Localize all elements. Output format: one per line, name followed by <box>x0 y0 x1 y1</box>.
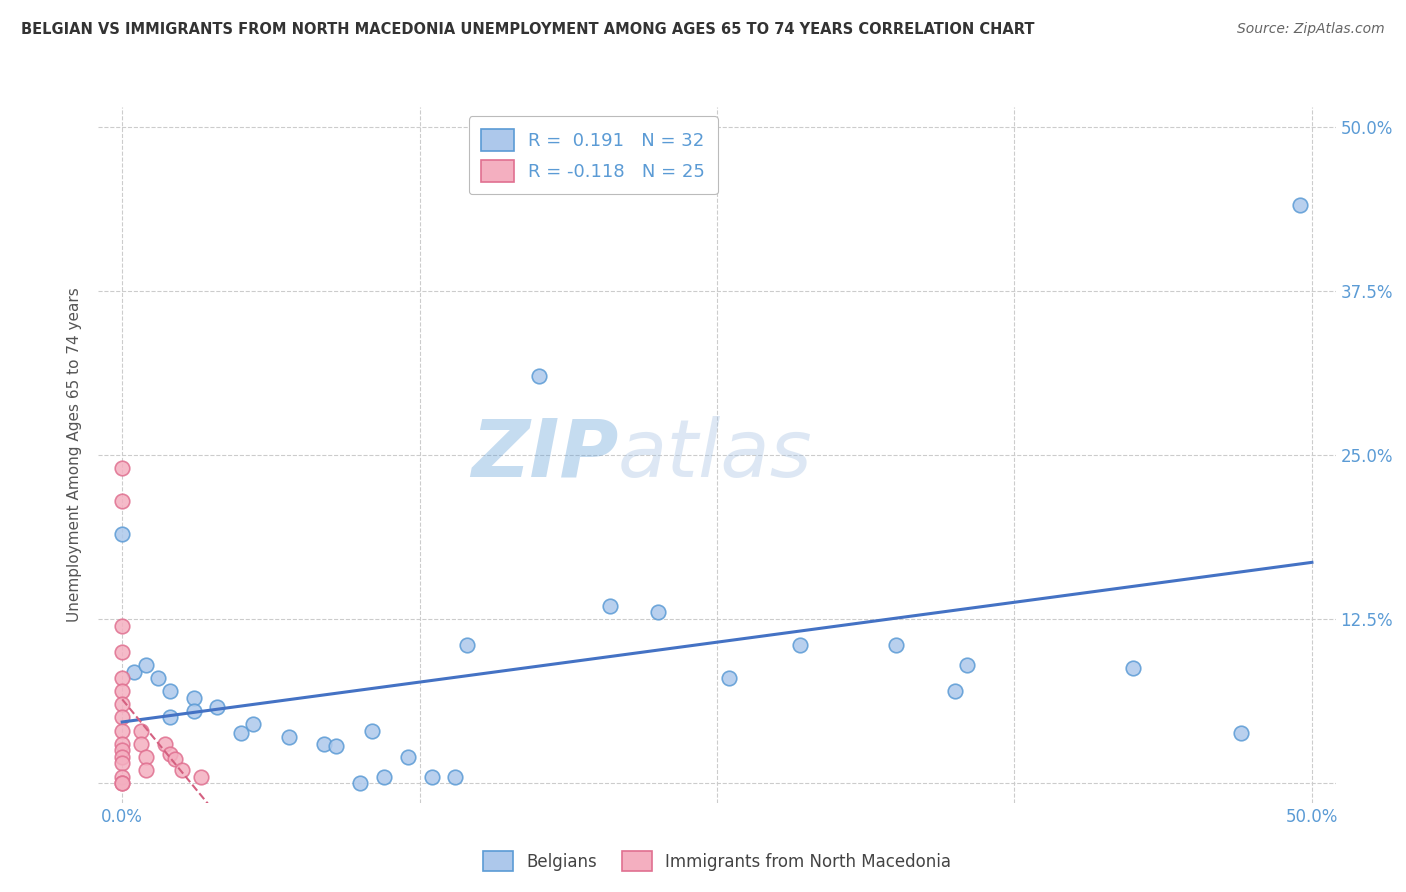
Point <box>159 684 181 698</box>
Point <box>789 638 811 652</box>
Point <box>163 752 186 766</box>
Text: BELGIAN VS IMMIGRANTS FROM NORTH MACEDONIA UNEMPLOYMENT AMONG AGES 65 TO 74 YEAR: BELGIAN VS IMMIGRANTS FROM NORTH MACEDON… <box>21 22 1035 37</box>
Point <box>111 671 134 685</box>
Point <box>349 776 371 790</box>
Point <box>111 723 134 738</box>
Point <box>242 717 264 731</box>
Text: Source: ZipAtlas.com: Source: ZipAtlas.com <box>1237 22 1385 37</box>
Point <box>647 606 669 620</box>
Point <box>129 737 152 751</box>
Point <box>111 737 134 751</box>
Point <box>277 730 299 744</box>
Point <box>111 494 134 508</box>
Point <box>717 671 740 685</box>
Point <box>527 369 550 384</box>
Point <box>111 526 134 541</box>
Point <box>122 665 145 679</box>
Point <box>444 770 467 784</box>
Point <box>183 704 205 718</box>
Point <box>170 763 193 777</box>
Point <box>111 743 134 757</box>
Point <box>111 698 134 712</box>
Legend: Belgians, Immigrants from North Macedonia: Belgians, Immigrants from North Macedoni… <box>477 845 957 878</box>
Point <box>153 737 176 751</box>
Point <box>111 684 134 698</box>
Text: atlas: atlas <box>619 416 813 494</box>
Point <box>207 700 229 714</box>
Point <box>111 749 134 764</box>
Point <box>159 747 181 762</box>
Point <box>111 776 134 790</box>
Text: ZIP: ZIP <box>471 416 619 494</box>
Point <box>373 770 395 784</box>
Point <box>943 684 966 698</box>
Point <box>111 770 134 784</box>
Point <box>135 763 157 777</box>
Point <box>884 638 907 652</box>
Point <box>111 710 134 724</box>
Point <box>190 770 212 784</box>
Point <box>1289 198 1312 212</box>
Point <box>129 723 152 738</box>
Point <box>231 726 253 740</box>
Point <box>135 657 157 672</box>
Point <box>183 690 205 705</box>
Point <box>111 618 134 632</box>
Point <box>396 749 419 764</box>
Point <box>361 723 384 738</box>
Point <box>111 461 134 475</box>
Point <box>1122 660 1144 674</box>
Point <box>1229 726 1251 740</box>
Y-axis label: Unemployment Among Ages 65 to 74 years: Unemployment Among Ages 65 to 74 years <box>67 287 83 623</box>
Point <box>111 756 134 771</box>
Point <box>111 776 134 790</box>
Point <box>456 638 478 652</box>
Point <box>599 599 621 613</box>
Point <box>956 657 979 672</box>
Point <box>135 749 157 764</box>
Point <box>314 737 336 751</box>
Point <box>325 739 347 754</box>
Point <box>111 645 134 659</box>
Point <box>146 671 169 685</box>
Point <box>420 770 443 784</box>
Point <box>159 710 181 724</box>
